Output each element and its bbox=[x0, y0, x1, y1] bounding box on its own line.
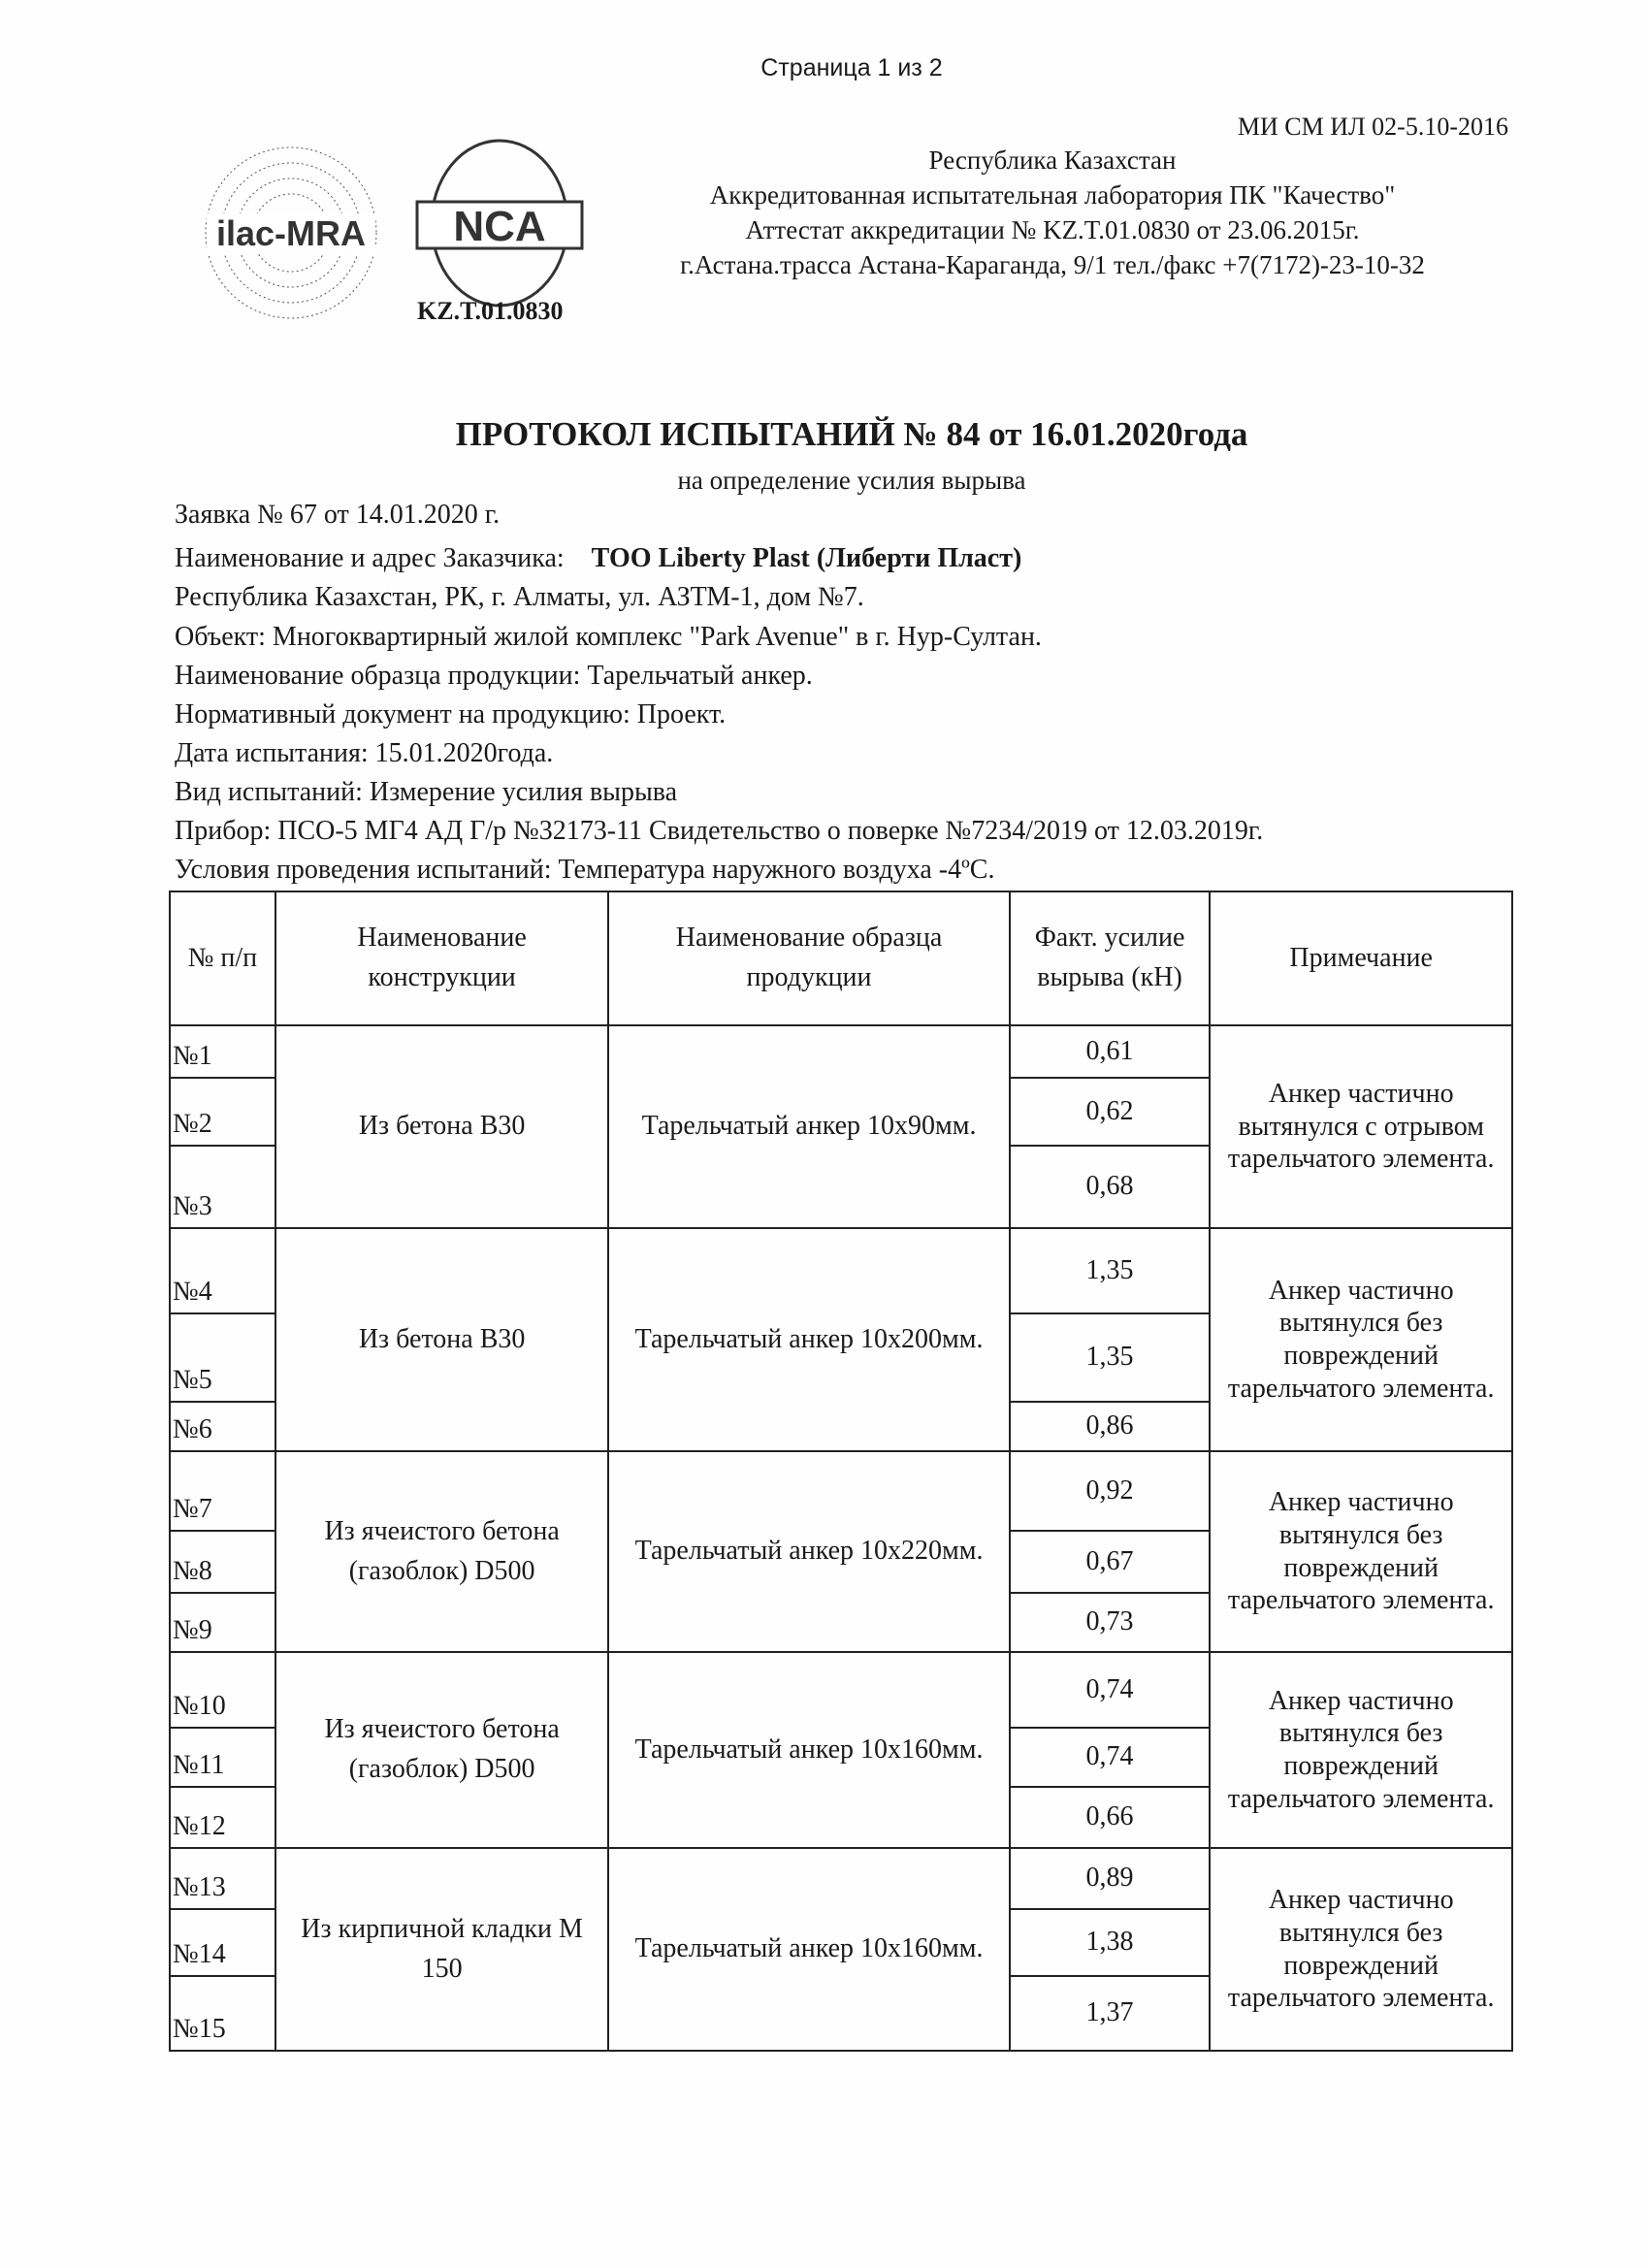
header-line: Республика Казахстан bbox=[928, 146, 1177, 175]
force-cell: 1,37 bbox=[1008, 1975, 1212, 2052]
row-number: №7 bbox=[169, 1450, 276, 1532]
row-number: №14 bbox=[169, 1908, 276, 1977]
svg-text:ilac-MRA: ilac-MRA bbox=[216, 213, 366, 253]
force-cell: 0,67 bbox=[1008, 1530, 1212, 1594]
protocol-title: ПРОТОКОЛ ИСПЫТАНИЙ № 84 от 16.01.2020год… bbox=[455, 415, 1248, 453]
product-cell: Тарельчатый анкер 10х160мм. bbox=[607, 1651, 1011, 1849]
construction-cell: Из бетона В30 bbox=[274, 1227, 610, 1452]
force-cell: 0,61 bbox=[1008, 1024, 1212, 1079]
svg-text:NCA: NCA bbox=[453, 203, 545, 250]
row-number: №11 bbox=[169, 1727, 276, 1788]
row-number: №1 bbox=[169, 1024, 276, 1079]
header-force: Факт. усилие вырыва (кН) bbox=[1008, 891, 1212, 1026]
force-cell: 1,38 bbox=[1008, 1908, 1212, 1977]
customer-label: Наименование и адрес Заказчика: bbox=[175, 543, 565, 573]
row-number: №6 bbox=[169, 1401, 276, 1452]
row-number: №10 bbox=[169, 1651, 276, 1729]
note-cell: Анкер частично вытянулся без повреждений… bbox=[1209, 1651, 1513, 1849]
table-row: №15 1,37 bbox=[169, 1975, 1512, 2052]
force-cell: 0,74 bbox=[1008, 1651, 1212, 1729]
customer-name: ТОО Liberty Plast (Либерти Пласт) bbox=[591, 543, 1022, 573]
header-product: Наименование образца продукции bbox=[607, 891, 1011, 1026]
header-line: Аттестат аккредитации № KZ.T.01.0830 от … bbox=[745, 215, 1360, 244]
table-row: №7 Из ячеистого бетона (газоблок) D500 Тар… bbox=[169, 1450, 1513, 1653]
document-code: МИ СМ ИЛ 02-5.10-2016 bbox=[1237, 113, 1508, 141]
construction-cell: Из бетона В30 bbox=[274, 1024, 610, 1229]
force-cell: 0,66 bbox=[1008, 1786, 1212, 1849]
nca-logo: NCA bbox=[415, 139, 584, 308]
construction-cell: Из кирпичной кладки М 150 bbox=[274, 1847, 610, 2052]
table-row: №4 Из бетона В30 Тарельчатый анкер 10х200м… bbox=[169, 1227, 1513, 1452]
test-type-line: Вид испытаний: Измерение усилия вырыва bbox=[175, 777, 678, 807]
row-number: №5 bbox=[169, 1312, 276, 1403]
note-cell: Анкер частично вытянулся без повреждений… bbox=[1209, 1227, 1513, 1452]
force-cell: 1,35 bbox=[1008, 1312, 1212, 1403]
normative-line: Нормативный документ на продукцию: Проек… bbox=[175, 699, 727, 729]
product-cell: Тарельчатый анкер 10х220мм. bbox=[607, 1450, 1011, 1653]
row-number: №9 bbox=[169, 1592, 276, 1653]
table-row: №6 0,86 bbox=[169, 1401, 1512, 1452]
results-table: № п/п Наименование конструкции Наименова… bbox=[169, 891, 1513, 2052]
page-indicator: Страница 1 из 2 bbox=[760, 54, 943, 81]
conditions-line: Условия проведения испытаний: Температур… bbox=[175, 855, 995, 885]
force-cell: 0,89 bbox=[1008, 1847, 1212, 1910]
row-number: №12 bbox=[169, 1786, 276, 1849]
table-row: №12 0,66 bbox=[169, 1786, 1512, 1849]
device-line: Прибор: ПСО-5 МГ4 АД Г/р №32173-11 Свиде… bbox=[175, 816, 1264, 846]
request-line: Заявка № 67 от 14.01.2020 г. bbox=[175, 500, 501, 530]
header-note: Примечание bbox=[1209, 891, 1513, 1026]
product-cell: Тарельчатый анкер 10х160мм. bbox=[607, 1847, 1011, 2052]
header-construction: Наименование конструкции bbox=[274, 891, 610, 1026]
table-row: №10 Из ячеистого бетона (газоблок) D500 Та… bbox=[169, 1651, 1513, 1849]
header-line: г.Астана.трасса Астана-Караганда, 9/1 те… bbox=[680, 250, 1425, 279]
row-number: №15 bbox=[169, 1975, 276, 2052]
address-line: Республика Казахстан, РК, г. Алматы, ул.… bbox=[175, 582, 864, 612]
test-date-line: Дата испытания: 15.01.2020года. bbox=[175, 738, 554, 768]
force-cell: 0,68 bbox=[1008, 1145, 1212, 1229]
sample-line: Наименование образца продукции: Тарельча… bbox=[175, 661, 813, 691]
force-cell: 0,73 bbox=[1008, 1592, 1212, 1653]
force-cell: 1,35 bbox=[1008, 1227, 1212, 1314]
ilac-mra-logo: ilac-MRA bbox=[205, 146, 377, 319]
row-number: №3 bbox=[169, 1145, 276, 1229]
note-cell: Анкер частично вытянулся без повреждений… bbox=[1209, 1450, 1513, 1653]
header-number: № п/п bbox=[169, 891, 276, 1026]
row-number: №2 bbox=[169, 1077, 276, 1147]
force-cell: 0,62 bbox=[1008, 1077, 1212, 1147]
table-row: №14 1,38 bbox=[169, 1908, 1512, 1977]
row-number: №4 bbox=[169, 1227, 276, 1314]
header-line: Аккредитованная испытательная лаборатори… bbox=[709, 180, 1396, 210]
construction-cell: Из ячеистого бетона (газоблок) D500 bbox=[274, 1450, 610, 1653]
force-cell: 0,86 bbox=[1008, 1401, 1212, 1452]
table-row: №9 0,73 bbox=[169, 1592, 1512, 1653]
construction-cell: Из ячеистого бетона (газоблок) D500 bbox=[274, 1651, 610, 1849]
table-row: №3 0,68 bbox=[169, 1145, 1512, 1229]
table-row: №1 Из бетона В30 Тарельчатый анкер 10х90мм… bbox=[169, 1024, 1513, 1229]
force-cell: 0,92 bbox=[1008, 1450, 1212, 1532]
table-row: №13 Из кирпичной кладки М 150 Тарельчатый … bbox=[169, 1847, 1513, 2052]
customer-line: Наименование и адрес Заказчика: ТОО Libe… bbox=[175, 543, 1021, 574]
product-cell: Тарельчатый анкер 10х200мм. bbox=[607, 1227, 1011, 1452]
nca-code: KZ.T.01.0830 bbox=[417, 297, 564, 325]
force-cell: 0,74 bbox=[1008, 1727, 1212, 1788]
row-number: №8 bbox=[169, 1530, 276, 1594]
note-cell: Анкер частично вытянулся без повреждений… bbox=[1209, 1847, 1513, 2052]
row-number: №13 bbox=[169, 1847, 276, 1910]
table-row: №5 1,35 bbox=[169, 1312, 1512, 1403]
protocol-subtitle: на определение усилия вырыва bbox=[677, 466, 1026, 495]
product-cell: Тарельчатый анкер 10х90мм. bbox=[607, 1024, 1011, 1229]
object-line: Объект: Многоквартирный жилой комплекс "… bbox=[175, 622, 1042, 652]
note-cell: Анкер частично вытянулся с отрывом тарел… bbox=[1209, 1024, 1513, 1229]
table-row: №8 0,67 bbox=[169, 1530, 1512, 1594]
table-row: №11 0,74 bbox=[169, 1727, 1512, 1788]
table-row: №2 0,62 bbox=[169, 1077, 1512, 1147]
